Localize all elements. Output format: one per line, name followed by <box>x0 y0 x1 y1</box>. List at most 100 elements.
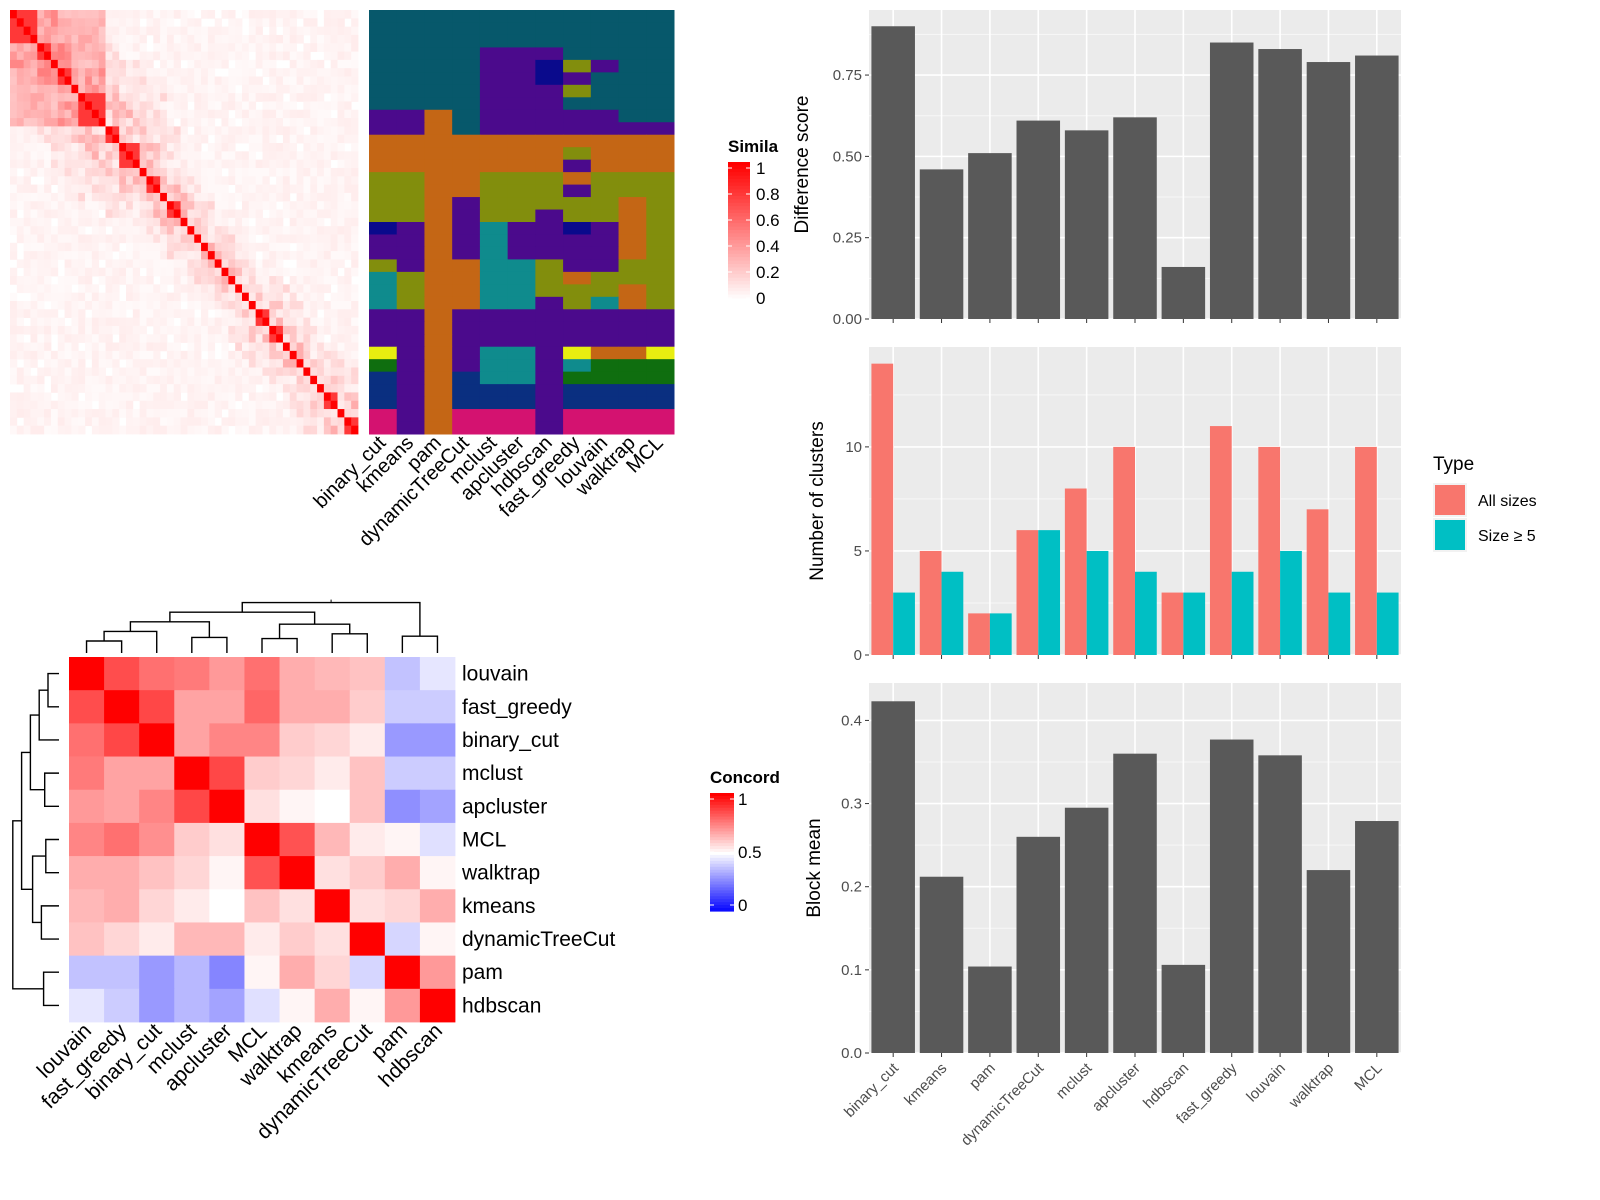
similarity-cell <box>173 159 181 169</box>
similarity-cell <box>112 184 120 194</box>
similarity-cell <box>228 26 236 36</box>
similarity-cell <box>153 143 161 152</box>
similarity-cell <box>255 184 263 194</box>
class-cell <box>507 409 536 423</box>
similarity-cell <box>57 159 65 169</box>
similarity-cell <box>235 375 243 385</box>
similarity-cell <box>248 259 257 269</box>
similarity-cell <box>310 159 318 169</box>
class-cell <box>452 172 481 186</box>
similarity-cell <box>44 176 52 185</box>
legend-gradient-step <box>728 219 750 224</box>
similarity-cell <box>16 10 25 19</box>
class-cell <box>396 222 425 235</box>
class-cell <box>590 159 620 173</box>
similarity-cell <box>139 34 147 44</box>
similarity-cell <box>317 400 325 410</box>
y-tick-label: 0.4 <box>841 712 862 729</box>
bar <box>1231 571 1254 655</box>
legend-gradient-step <box>728 274 750 279</box>
similarity-cell <box>10 400 18 410</box>
similarity-cell <box>10 151 18 161</box>
similarity-cell <box>57 384 65 393</box>
class-cell <box>535 97 564 111</box>
class-cell <box>563 22 592 36</box>
similarity-cell <box>187 151 195 161</box>
similarity-cell <box>44 10 52 19</box>
similarity-cell <box>112 367 120 377</box>
similarity-cell <box>160 317 168 327</box>
similarity-cell <box>303 267 311 277</box>
similarity-cell <box>64 342 72 352</box>
similarity-cell <box>276 76 284 86</box>
similarity-cell <box>187 143 195 152</box>
legend-gradient-step <box>710 887 734 891</box>
similarity-cell <box>262 350 270 360</box>
similarity-cell <box>126 43 134 52</box>
similarity-cell <box>112 417 120 427</box>
similarity-cell <box>16 109 25 119</box>
similarity-cell <box>282 43 291 52</box>
similarity-cell <box>289 375 297 385</box>
similarity-cell <box>201 226 209 235</box>
similarity-cell <box>337 342 345 352</box>
similarity-cell <box>303 342 311 352</box>
similarity-cell <box>269 209 277 219</box>
similarity-cell <box>214 18 222 28</box>
similarity-cell <box>255 217 263 227</box>
similarity-cell <box>296 134 304 144</box>
similarity-cell <box>276 84 284 94</box>
similarity-cell <box>119 151 127 161</box>
concordance-cell <box>174 690 210 724</box>
similarity-cell <box>91 176 100 185</box>
class-cell <box>424 271 453 285</box>
similarity-cell <box>289 84 297 94</box>
bar <box>1355 446 1377 655</box>
similarity-cell <box>323 43 332 52</box>
similarity-cell <box>255 259 263 269</box>
similarity-cell <box>323 68 332 77</box>
column-dendrogram-branch <box>103 630 158 653</box>
similarity-cell <box>276 251 284 260</box>
similarity-cell <box>139 251 147 260</box>
class-cell <box>535 34 564 48</box>
similarity-cell <box>214 359 222 368</box>
similarity-cell <box>330 392 338 402</box>
similarity-cell <box>282 300 291 310</box>
similarity-cell <box>105 209 113 219</box>
class-cell <box>563 197 592 211</box>
class-cell <box>424 122 453 136</box>
similarity-cell <box>166 251 175 260</box>
similarity-cell <box>235 167 243 177</box>
class-cell <box>646 122 675 136</box>
similarity-cell <box>269 259 277 269</box>
similarity-cell <box>64 334 72 343</box>
concordance-cell <box>419 723 456 757</box>
similarity-cell <box>214 217 222 227</box>
similarity-cell <box>153 251 161 260</box>
similarity-cell <box>30 242 38 252</box>
row-dendrogram-branch <box>47 672 59 708</box>
similarity-cell <box>214 59 222 69</box>
similarity-cell <box>160 93 168 102</box>
similarity-cell <box>235 284 243 294</box>
similarity-cell <box>180 226 188 235</box>
similarity-cell <box>132 134 141 144</box>
similarity-cell <box>153 159 161 169</box>
similarity-cell <box>132 300 141 310</box>
similarity-cell <box>180 384 188 393</box>
similarity-cell <box>235 342 243 352</box>
similarity-cell <box>146 234 154 244</box>
similarity-cell <box>71 300 79 310</box>
class-cell <box>369 409 398 423</box>
class-cell <box>507 371 536 385</box>
similarity-cell <box>228 242 236 252</box>
similarity-cell <box>126 93 134 102</box>
legend-gradient-step <box>728 162 750 166</box>
similarity-cell <box>242 409 250 418</box>
similarity-cell <box>85 284 93 294</box>
similarity-cell <box>180 400 188 410</box>
similarity-cell <box>317 317 325 327</box>
similarity-cell <box>330 417 338 427</box>
similarity-cell <box>303 51 311 61</box>
